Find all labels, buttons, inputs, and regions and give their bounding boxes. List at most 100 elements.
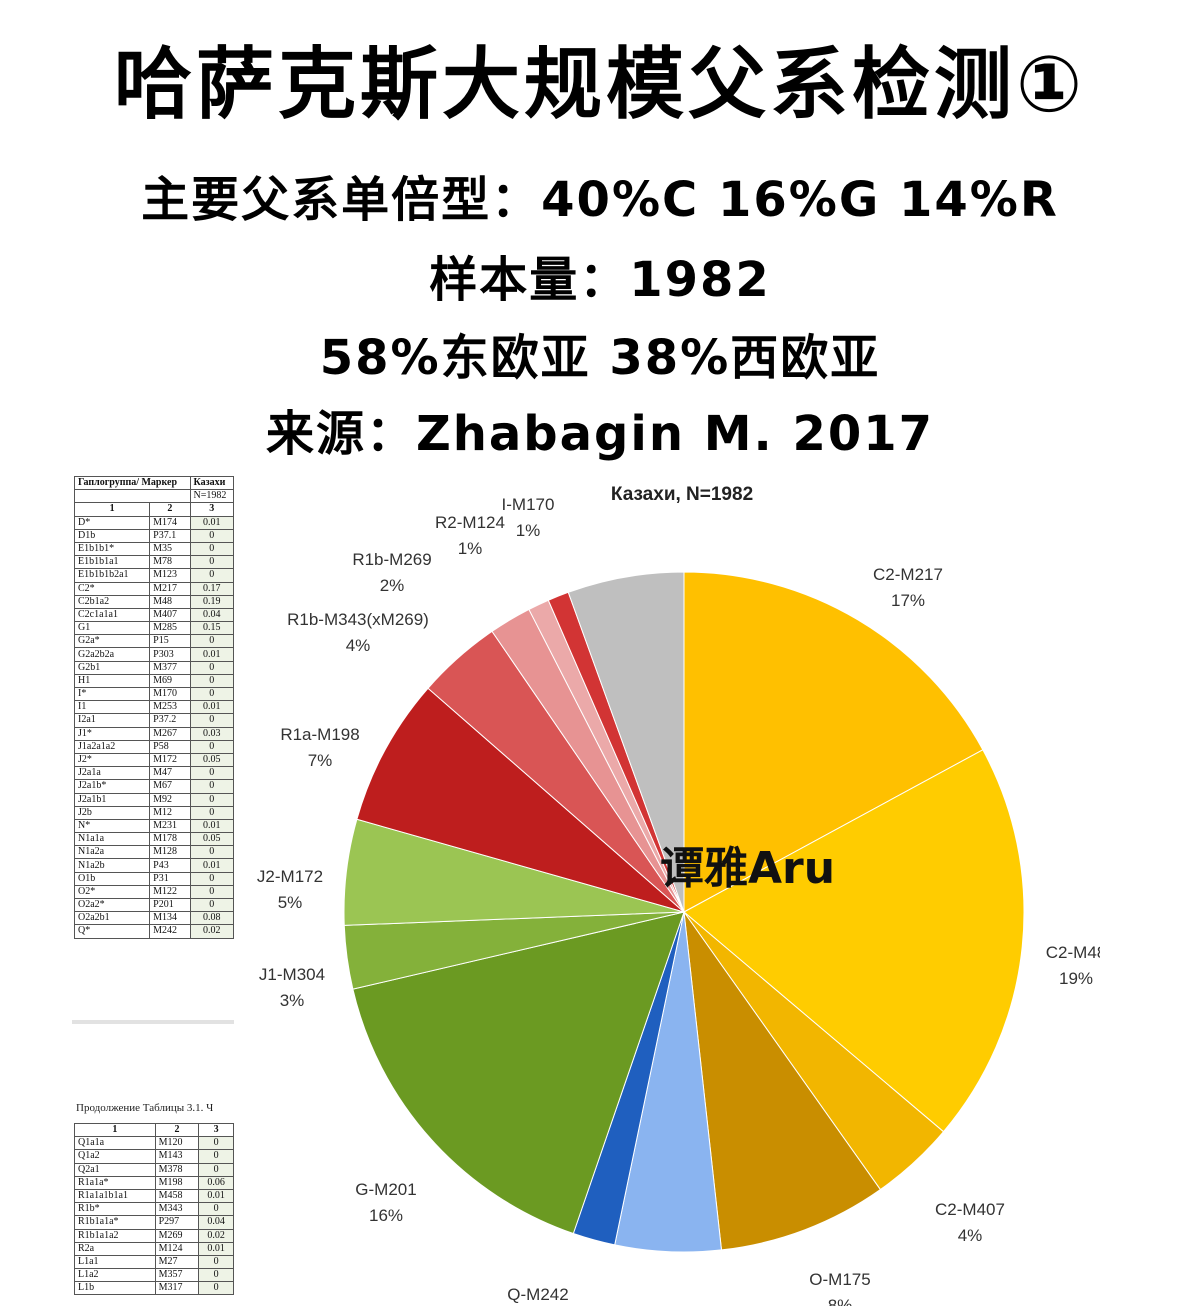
frequency-cell: 0.19 xyxy=(189,594,235,609)
haplogroup-cell: R1a1a1b1a1 xyxy=(74,1188,156,1204)
marker-cell: M377 xyxy=(149,660,191,675)
marker-cell: M242 xyxy=(149,924,191,939)
slice-percent: 5% xyxy=(278,893,303,912)
haplogroup-cell: G1 xyxy=(73,621,151,636)
table-row: C2* M217 0.17 xyxy=(73,581,235,596)
frequency-cell: 0.05 xyxy=(189,752,235,768)
haplogroup-cell: G2a2b2a xyxy=(73,647,151,662)
table-header-haplogroup: Гаплогруппа/ Маркер xyxy=(74,475,191,491)
slice-percent: 7% xyxy=(308,751,333,770)
pie-slice xyxy=(567,571,685,913)
frequency-cell: 0.02 xyxy=(198,1228,234,1243)
haplogroup-cell: N1a2b xyxy=(73,858,151,873)
table-row: N1a2a M128 0 xyxy=(73,845,235,860)
marker-cell: M170 xyxy=(149,686,191,702)
frequency-cell: 0 xyxy=(189,845,235,860)
marker-cell: M458 xyxy=(154,1188,200,1204)
table-row: N* M231 0.01 xyxy=(73,818,235,834)
haplogroup-cell: L1a2 xyxy=(74,1268,156,1283)
haplogroup-cell: J2* xyxy=(73,752,151,768)
slice-percent: 16% xyxy=(369,1206,403,1225)
main-haplogroups-line: 主要父系单倍型：40%C 16%G 14%R xyxy=(141,172,1059,228)
frequency-cell: 0.01 xyxy=(189,818,235,834)
table-row: R1b1a1a* P297 0.04 xyxy=(74,1215,234,1230)
marker-cell: M253 xyxy=(149,700,191,715)
table-row: D1b P37.1 0 xyxy=(73,528,235,543)
table-row: N1a2b P43 0.01 xyxy=(73,858,235,873)
marker-cell: P297 xyxy=(154,1215,200,1230)
haplogroup-cell: I2a1 xyxy=(73,713,151,728)
marker-cell: M317 xyxy=(154,1281,200,1296)
marker-cell: M285 xyxy=(149,621,191,636)
slice-label: G-M201 xyxy=(355,1180,416,1199)
frequency-cell: 0 xyxy=(189,884,235,900)
frequency-cell: 0 xyxy=(189,792,235,807)
haplogroup-cell: E1b1b1b2a1 xyxy=(73,568,151,583)
frequency-cell: 0 xyxy=(198,1202,234,1217)
slice-label: O-M175 xyxy=(809,1270,870,1289)
table-row: R2a M124 0.01 xyxy=(74,1241,234,1256)
col-number: 3 xyxy=(189,502,235,517)
frequency-cell: 0.08 xyxy=(189,911,235,926)
haplogroup-cell: R2a xyxy=(74,1241,156,1256)
frequency-cell: 0.15 xyxy=(189,621,235,636)
table-row: G2b1 M377 0 xyxy=(73,660,235,675)
slice-percent: 3% xyxy=(280,991,305,1010)
frequency-cell: 0.01 xyxy=(198,1241,234,1256)
pie-slice xyxy=(352,911,685,1235)
haplogroup-cell: E1b1b1* xyxy=(73,541,151,557)
frequency-cell: 0 xyxy=(189,660,235,675)
marker-cell: P43 xyxy=(149,858,191,873)
col-number: 1 xyxy=(74,1122,156,1138)
col-number: 1 xyxy=(73,502,151,517)
region-split-line: 58%东欧亚 38%西欧亚 xyxy=(319,330,881,386)
frequency-cell: 0.03 xyxy=(189,726,235,741)
marker-cell: M172 xyxy=(149,752,191,768)
marker-cell: M378 xyxy=(154,1162,200,1177)
haplogroup-cell: Q1a1a xyxy=(74,1136,156,1151)
col-number: 2 xyxy=(149,502,191,517)
haplogroup-cell: Q1a2 xyxy=(74,1149,156,1164)
marker-cell: M198 xyxy=(154,1175,200,1190)
table-row: Q1a2 M143 0 xyxy=(74,1149,234,1164)
haplogroup-cell: R1b1a1a2 xyxy=(74,1228,156,1243)
haplogroup-cell: J2b xyxy=(73,805,151,820)
frequency-cell: 0.17 xyxy=(189,581,235,596)
slice-label: R1b-M343(xM269) xyxy=(287,610,429,629)
table-row: H1 M69 0 xyxy=(73,673,235,689)
frequency-cell: 0 xyxy=(189,805,235,820)
haplogroup-cell: O2a2b1 xyxy=(73,911,151,926)
frequency-cell: 0.01 xyxy=(189,858,235,873)
haplogroup-cell: I* xyxy=(73,686,151,702)
haplogroup-cell: L1b xyxy=(74,1281,156,1296)
marker-cell: M48 xyxy=(149,594,191,609)
marker-cell: M69 xyxy=(149,673,191,689)
slice-label: I-M170 xyxy=(502,495,555,514)
frequency-cell: 0 xyxy=(189,686,235,702)
table-row: J2* M172 0.05 xyxy=(73,752,235,768)
slice-label: J1-M304 xyxy=(259,965,325,984)
marker-cell: M92 xyxy=(149,792,191,807)
haplogroup-cell: J2a1a xyxy=(73,766,151,781)
slice-label: Q-M242 xyxy=(507,1285,568,1304)
table-row: L1a2 M357 0 xyxy=(74,1268,234,1283)
frequency-cell: 0 xyxy=(189,779,235,794)
marker-cell: M217 xyxy=(149,581,191,596)
haplogroup-cell: C2b1a2 xyxy=(73,594,151,609)
frequency-cell: 0 xyxy=(189,555,235,570)
table-row: R1b1a1a2 M269 0.02 xyxy=(74,1228,234,1243)
frequency-cell: 0.04 xyxy=(198,1215,234,1230)
frequency-cell: 0.05 xyxy=(189,832,235,847)
marker-cell: M120 xyxy=(154,1136,200,1151)
haplogroup-cell: L1a1 xyxy=(74,1254,156,1270)
table-row: D* M174 0.01 xyxy=(73,515,235,530)
haplogroup-cell: O2* xyxy=(73,884,151,900)
frequency-cell: 0.01 xyxy=(189,700,235,715)
table-row: J2b M12 0 xyxy=(73,805,235,820)
table-row: Q* M242 0.02 xyxy=(73,924,235,939)
slice-label: C2-M48 xyxy=(1046,943,1100,962)
table-row: I1 M253 0.01 xyxy=(73,700,235,715)
haplogroup-cell: D* xyxy=(73,515,151,530)
table-row: N1a1a M178 0.05 xyxy=(73,832,235,847)
table-row: O2* M122 0 xyxy=(73,884,235,900)
